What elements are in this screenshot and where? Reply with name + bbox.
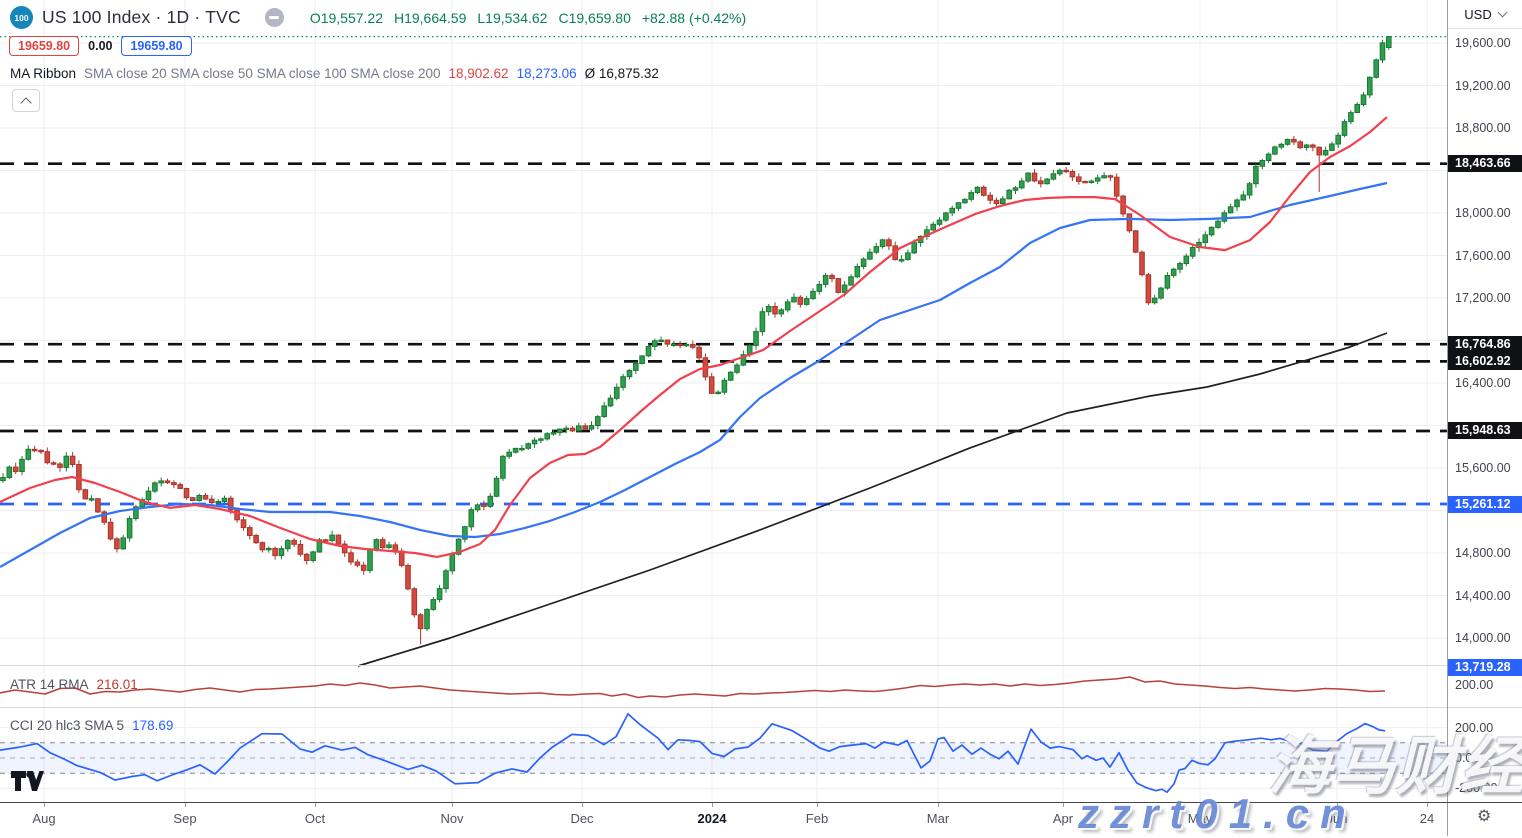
symbol-title[interactable]: US 100 Index · 1D · TVC xyxy=(42,7,241,27)
tradingview-logo[interactable] xyxy=(10,770,44,797)
price-tick: 17,600.00 xyxy=(1455,249,1511,263)
chevron-down-icon xyxy=(1497,7,1508,18)
atr-legend[interactable]: ATR 14 RMA 216.01 xyxy=(10,677,138,692)
time-tick-label: Dec xyxy=(570,811,594,826)
cci-legend[interactable]: CCI 20 hlc3 SMA 5 178.69 xyxy=(10,718,173,733)
symbol-header: 100 US 100 Index · 1D · TVC O19,557.22 H… xyxy=(10,6,746,29)
time-tick-label: Sep xyxy=(173,811,197,826)
ma-ribbon-legend[interactable]: MA Ribbon SMA close 20 SMA close 50 SMA … xyxy=(10,66,659,81)
sell-price-pill[interactable]: 19659.80 xyxy=(9,36,80,56)
price-tick: 18,000.00 xyxy=(1455,206,1511,220)
ohlc-open: O19,557.22 xyxy=(309,9,383,26)
ohlc-close: C19,659.80 xyxy=(558,9,631,26)
atr-tick: 200.00 xyxy=(1455,678,1494,692)
axis-settings-gear-icon[interactable]: ⚙ xyxy=(1477,806,1492,825)
cci-tick: 0.00 xyxy=(1455,751,1480,765)
time-tick-label: May xyxy=(1187,811,1213,826)
price-tick: 18,800.00 xyxy=(1455,121,1511,135)
price-level-pill[interactable]: 15,948.63 xyxy=(1448,422,1522,439)
time-tick-label: Nov xyxy=(440,811,464,826)
symbol-logo-icon: 100 xyxy=(10,6,33,29)
time-axis[interactable]: Aug Sep Oct Nov Dec 2024 Feb Mar Apr May Jun 24 xyxy=(0,802,1522,836)
ma-average-value: Ø 16,875.32 xyxy=(584,66,659,81)
ohlc-low: L19,534.62 xyxy=(477,9,548,26)
price-tick: 17,200.00 xyxy=(1455,291,1511,305)
price-level-pill[interactable]: 13,719.28 xyxy=(1448,659,1522,676)
spread-value: 0.00 xyxy=(88,39,113,53)
ohlc-high: H19,664.59 xyxy=(393,9,467,26)
ma-ribbon-title: MA Ribbon xyxy=(10,66,77,81)
axis-corner-divider xyxy=(1447,803,1448,836)
time-tick-label: Jun xyxy=(1326,811,1348,826)
buy-price-pill[interactable]: 19659.80 xyxy=(121,36,192,56)
cci-params: CCI 20 hlc3 SMA 5 xyxy=(10,718,125,733)
price-level-pill[interactable]: 15,261.12 xyxy=(1448,496,1522,513)
ohlc-values: O19,557.22 H19,664.59 L19,534.62 C19,659… xyxy=(310,10,746,26)
time-tick-label: Apr xyxy=(1052,811,1074,826)
price-tick: 19,600.00 xyxy=(1455,36,1511,50)
collapse-legend-button[interactable] xyxy=(12,89,40,112)
ma-ribbon-params: SMA close 20 SMA close 50 SMA close 100 … xyxy=(84,66,441,81)
chart-canvas[interactable] xyxy=(0,0,1447,802)
price-tick: 14,800.00 xyxy=(1455,546,1511,560)
atr-value: 216.01 xyxy=(96,677,138,692)
currency-label: USD xyxy=(1464,6,1492,22)
chevron-up-icon xyxy=(20,96,32,109)
time-tick-label: Oct xyxy=(304,811,326,826)
price-tick: 19,200.00 xyxy=(1455,79,1511,93)
time-tick-label: 24 xyxy=(1419,811,1435,826)
price-tick: 16,400.00 xyxy=(1455,376,1511,390)
ma-sma50-value: 18,273.06 xyxy=(516,66,577,81)
ohlc-change: +82.88 (+0.42%) xyxy=(641,9,747,26)
hide-indicator-icon[interactable] xyxy=(264,8,284,27)
ma-sma20-value: 18,902.62 xyxy=(448,66,509,81)
price-axis[interactable]: USD 19,600.00 19,200.00 18,800.00 18,000.00… xyxy=(1447,0,1522,802)
atr-params: ATR 14 RMA xyxy=(10,677,89,692)
price-pill-row: 19659.80 0.00 19659.80 xyxy=(9,36,192,56)
price-tick: 15,600.00 xyxy=(1455,461,1511,475)
price-level-pill[interactable]: 16,602.92 xyxy=(1448,353,1522,370)
currency-selector[interactable]: USD xyxy=(1448,0,1522,29)
time-tick-label: 2024 xyxy=(697,811,727,826)
cci-value: 178.69 xyxy=(132,718,174,733)
cci-tick: -200.00 xyxy=(1455,781,1498,795)
time-tick-label: Feb xyxy=(805,811,829,826)
price-level-pill[interactable]: 18,463.66 xyxy=(1448,155,1522,172)
time-tick-label: Aug xyxy=(32,811,56,826)
price-tick: 14,000.00 xyxy=(1455,631,1511,645)
price-tick: 14,400.00 xyxy=(1455,589,1511,603)
time-tick-label: Mar xyxy=(926,811,950,826)
price-level-pill[interactable]: 16,764.86 xyxy=(1448,336,1522,353)
cci-tick: 200.00 xyxy=(1455,721,1494,735)
